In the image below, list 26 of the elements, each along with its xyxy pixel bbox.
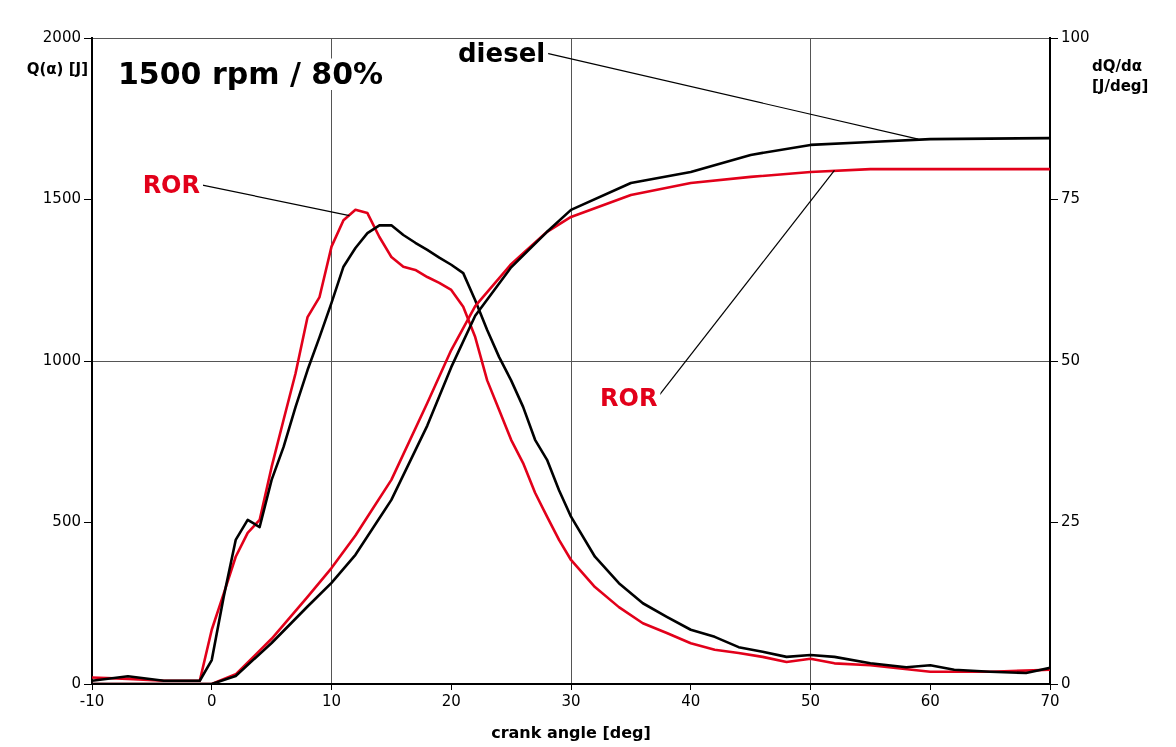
- y-tick-label: 1500: [42, 189, 81, 208]
- x-tick-label: -10: [79, 691, 105, 710]
- y2-tick-label: 100: [1061, 27, 1090, 46]
- y2-tick-label: 75: [1061, 189, 1081, 208]
- y2-axis-title: dQ/dα [J/deg]: [1092, 56, 1150, 96]
- x-axis-title: crank angle [deg]: [491, 722, 651, 742]
- y2-tick-label: 0: [1061, 673, 1071, 692]
- y-tick-label: 1000: [42, 350, 81, 369]
- x-tick-label: 50: [800, 691, 821, 710]
- y-axis-title: Q(α) [J]: [25, 60, 88, 78]
- y-tick-label: 500: [52, 512, 81, 531]
- y2-tick-label: 25: [1061, 512, 1081, 531]
- y2-tick-label: 50: [1061, 350, 1081, 369]
- x-tick-label: 70: [1040, 691, 1060, 710]
- annotation: diesel: [458, 38, 546, 68]
- x-tick-label: 0: [206, 691, 217, 710]
- x-tick-label: 40: [681, 691, 701, 710]
- x-tick-label: 20: [441, 691, 461, 710]
- y-tick-label: 2000: [42, 27, 81, 46]
- y-tick-label: 0: [71, 673, 81, 692]
- annotation: 1500 rpm / 80%: [118, 56, 384, 91]
- x-tick-label: 30: [561, 691, 581, 710]
- x-tick-label: 60: [920, 691, 940, 710]
- annotation: ROR: [600, 384, 658, 412]
- x-tick-label: 10: [321, 691, 342, 710]
- annotation: ROR: [142, 171, 200, 199]
